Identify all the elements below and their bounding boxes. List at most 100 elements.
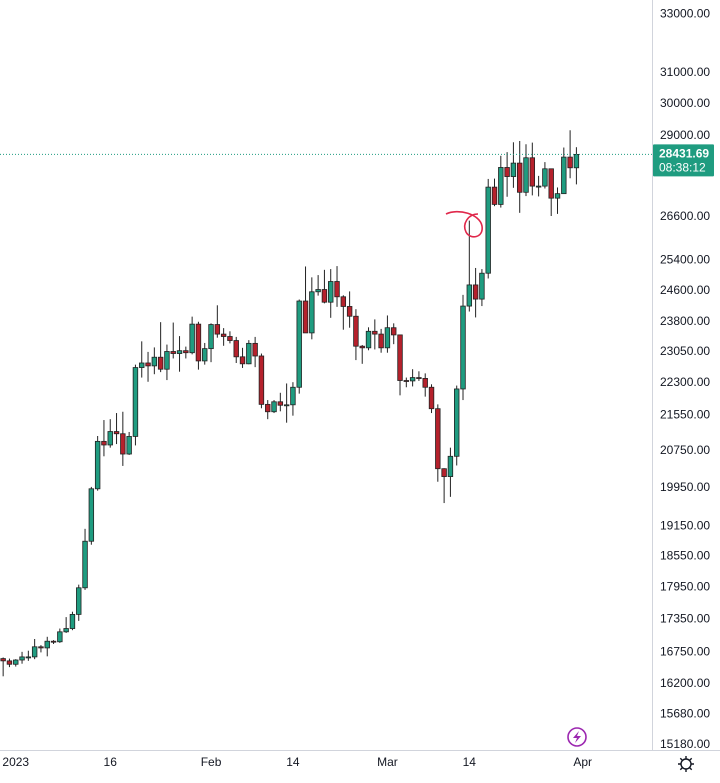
candle-body xyxy=(296,300,302,388)
y-tick-label: 26600.00 xyxy=(660,209,710,223)
candle-body xyxy=(365,330,372,349)
price-tag xyxy=(653,144,714,177)
candle-body xyxy=(435,408,441,470)
candle-body xyxy=(107,431,113,446)
candle-body xyxy=(372,330,378,335)
candle-body xyxy=(290,386,296,406)
candle-body xyxy=(491,186,498,205)
candle-body xyxy=(195,323,202,362)
candle-body xyxy=(239,356,246,365)
candle-body xyxy=(340,296,347,307)
candle-body xyxy=(164,351,170,370)
candle-body xyxy=(403,380,410,382)
candle-body xyxy=(63,628,69,633)
candle-body xyxy=(132,367,139,437)
x-tick-label: Feb xyxy=(201,755,222,769)
candle-body xyxy=(170,351,176,354)
candle-body xyxy=(397,334,403,381)
x-tick-label: 14 xyxy=(463,755,477,769)
candle-body xyxy=(321,289,328,303)
y-tick-label: 20750.00 xyxy=(660,443,710,457)
candle-body xyxy=(346,306,353,317)
candle-body xyxy=(220,333,227,337)
y-tick-label: 21550.00 xyxy=(660,407,710,421)
candle-body xyxy=(120,433,126,455)
candle-body xyxy=(554,193,561,199)
y-tick-label: 17950.00 xyxy=(660,579,710,593)
price-tag-value: 28431.69 xyxy=(659,147,709,161)
candle-body xyxy=(19,656,25,661)
candle-body xyxy=(441,468,447,477)
candle-body xyxy=(214,324,221,335)
candle-body xyxy=(208,324,214,350)
candle-body xyxy=(283,404,290,407)
candle-body xyxy=(302,300,309,334)
x-tick-label: 16 xyxy=(104,755,118,769)
candle-body xyxy=(510,162,517,177)
candle-body xyxy=(189,323,195,354)
candle-body xyxy=(454,388,460,457)
candle-body xyxy=(88,488,95,542)
y-tick-label: 18550.00 xyxy=(660,548,710,562)
y-tick-label: 15680.00 xyxy=(660,707,710,721)
candle-body xyxy=(460,305,466,390)
candle-body xyxy=(428,386,435,410)
candle-body xyxy=(258,355,265,405)
candle-body xyxy=(233,340,239,358)
candle-body xyxy=(183,350,189,354)
candle-body xyxy=(50,640,57,643)
candle-body xyxy=(94,440,101,490)
candle-body xyxy=(44,640,50,649)
candle-body xyxy=(384,327,391,349)
y-tick-label: 24600.00 xyxy=(660,283,710,297)
candle-body xyxy=(353,315,359,347)
candle-body xyxy=(479,272,485,300)
y-tick-label: 15180.00 xyxy=(660,737,710,751)
lightning-button[interactable] xyxy=(567,727,587,747)
y-tick-label: 16750.00 xyxy=(660,645,710,659)
candle-body xyxy=(309,291,315,334)
candle-body xyxy=(246,342,252,365)
candle-body xyxy=(517,162,523,193)
candle-body xyxy=(472,284,479,300)
candle-body xyxy=(6,660,13,665)
candle-body xyxy=(485,186,491,274)
candle-body xyxy=(82,540,88,589)
candle-body xyxy=(145,362,151,367)
candle-body xyxy=(542,168,548,187)
candle-body xyxy=(25,656,32,659)
y-tick-label: 17350.00 xyxy=(660,611,710,625)
candle-body xyxy=(535,185,542,188)
y-tick-label: 23050.00 xyxy=(660,344,710,358)
lightning-ring xyxy=(567,727,587,747)
y-tick-label: 33000.00 xyxy=(660,6,710,20)
candle-body xyxy=(466,284,473,307)
candle-body xyxy=(271,401,277,413)
candle-body xyxy=(391,327,397,336)
candle-body xyxy=(57,631,63,643)
candle-body xyxy=(504,167,510,177)
candle-body xyxy=(139,362,145,368)
candle-body xyxy=(277,401,284,406)
candle-body xyxy=(76,587,82,615)
candle-body xyxy=(378,333,384,349)
candle-body xyxy=(38,646,44,649)
y-tick-label: 16200.00 xyxy=(660,676,710,690)
hand-drawn-circle xyxy=(445,210,483,238)
candle-body xyxy=(334,281,340,298)
settings-button[interactable] xyxy=(678,756,694,772)
candle-body xyxy=(0,658,6,662)
y-tick-label: 30000.00 xyxy=(660,96,710,110)
candle-body xyxy=(69,613,76,629)
candle-body xyxy=(252,342,258,357)
candle-body xyxy=(227,336,233,341)
candle-body xyxy=(567,156,573,169)
candle-body xyxy=(113,431,120,435)
candle-body xyxy=(422,378,428,388)
candle-body xyxy=(328,281,334,303)
y-tick-label: 31000.00 xyxy=(660,65,710,79)
candle-body xyxy=(101,440,107,446)
y-tick-label: 23800.00 xyxy=(660,314,710,328)
